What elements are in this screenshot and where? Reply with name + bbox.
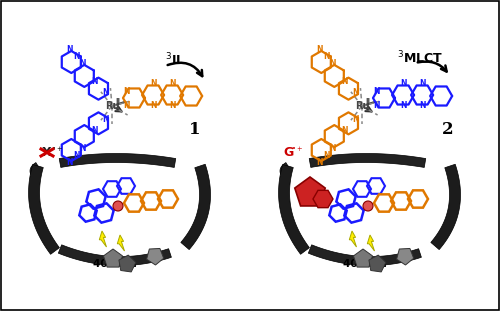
Polygon shape	[28, 165, 60, 254]
Text: N: N	[341, 126, 347, 135]
Text: N: N	[341, 77, 347, 86]
Text: 2: 2	[442, 120, 454, 137]
Text: $^{•+}$: $^{•+}$	[291, 146, 303, 156]
Text: $^3$MLCT: $^3$MLCT	[397, 50, 443, 66]
Text: II: II	[116, 98, 120, 104]
Text: N: N	[374, 100, 380, 109]
Text: N: N	[316, 157, 322, 166]
Text: N: N	[352, 115, 358, 124]
Text: N: N	[91, 126, 98, 135]
Polygon shape	[181, 164, 210, 250]
Polygon shape	[369, 255, 386, 272]
Polygon shape	[118, 235, 124, 251]
Text: N: N	[374, 86, 380, 95]
Text: N: N	[79, 144, 86, 153]
Circle shape	[363, 201, 373, 211]
Text: Ru: Ru	[105, 101, 120, 111]
Polygon shape	[313, 190, 333, 208]
Text: N: N	[73, 151, 80, 160]
Text: N: N	[169, 101, 175, 110]
Text: II: II	[366, 98, 370, 104]
Text: N: N	[329, 144, 336, 153]
Text: 1: 1	[189, 120, 201, 137]
Polygon shape	[350, 231, 356, 247]
Polygon shape	[354, 249, 372, 267]
Text: N: N	[150, 80, 156, 89]
Text: N: N	[102, 88, 108, 97]
Text: N: N	[79, 59, 86, 68]
Text: $^{•+}$: $^{•+}$	[51, 146, 63, 156]
Text: N: N	[329, 59, 336, 68]
Polygon shape	[119, 255, 136, 272]
Text: N: N	[66, 157, 72, 166]
Text: N: N	[323, 53, 330, 62]
Text: Ru: Ru	[355, 101, 369, 111]
Polygon shape	[59, 154, 176, 167]
Polygon shape	[30, 163, 40, 179]
Polygon shape	[368, 235, 374, 251]
Circle shape	[113, 201, 123, 211]
Polygon shape	[278, 165, 310, 254]
Polygon shape	[104, 249, 122, 267]
Text: N: N	[352, 88, 358, 97]
Polygon shape	[100, 231, 106, 247]
Polygon shape	[309, 154, 426, 167]
Text: N: N	[150, 101, 156, 110]
Text: $^3$IL: $^3$IL	[165, 52, 185, 68]
Polygon shape	[58, 245, 172, 266]
Text: 400 nm: 400 nm	[93, 259, 137, 269]
Text: N: N	[91, 77, 98, 86]
Text: N: N	[419, 101, 426, 110]
Text: N: N	[169, 80, 175, 89]
Text: 400 nm: 400 nm	[343, 259, 387, 269]
Polygon shape	[308, 245, 422, 266]
Text: G: G	[283, 146, 293, 160]
Text: N: N	[124, 86, 130, 95]
Polygon shape	[431, 164, 460, 250]
Polygon shape	[280, 163, 290, 179]
Polygon shape	[396, 248, 413, 265]
Text: N: N	[400, 101, 406, 110]
Text: N: N	[102, 115, 108, 124]
Text: N: N	[419, 80, 426, 89]
Text: N: N	[124, 100, 130, 109]
Polygon shape	[295, 177, 325, 206]
Text: N: N	[400, 80, 406, 89]
Text: N: N	[73, 53, 80, 62]
Text: N: N	[66, 45, 72, 54]
Text: N: N	[316, 45, 322, 54]
Text: N: N	[323, 151, 330, 160]
Polygon shape	[146, 248, 164, 265]
Text: X: X	[42, 146, 52, 160]
